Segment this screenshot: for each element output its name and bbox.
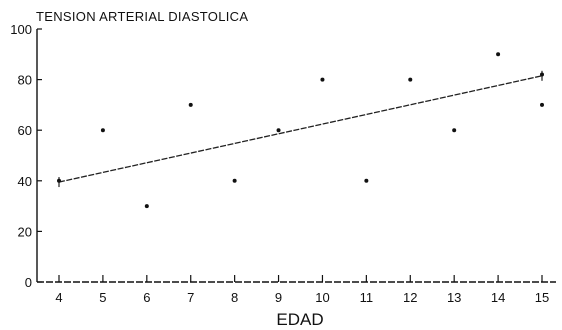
y-axis-title: TENSION ARTERIAL DIASTOLICA	[36, 9, 248, 24]
x-tick-label: 11	[360, 290, 374, 305]
data-point	[100, 128, 105, 133]
data-point	[57, 178, 61, 183]
data-point	[188, 102, 193, 107]
data-point	[364, 178, 369, 183]
x-tick-label: 5	[99, 290, 106, 305]
x-tick-label: 4	[55, 290, 62, 305]
x-tick-label: 15	[535, 290, 549, 305]
data-point	[540, 102, 544, 107]
x-tick-label: 9	[275, 290, 282, 305]
data-point	[144, 204, 149, 209]
x-axis-title: EDAD	[276, 310, 323, 329]
x-tick-label: 10	[315, 290, 329, 305]
trend-line-group	[58, 70, 543, 188]
y-tick-label: 0	[25, 275, 32, 290]
x-tick-label: 12	[403, 290, 417, 305]
y-tick-label: 80	[18, 73, 32, 88]
y-tick-label: 60	[18, 123, 32, 138]
x-tick-label: 6	[143, 290, 150, 305]
x-tick-label: 8	[231, 290, 238, 305]
data-point	[408, 77, 413, 82]
data-point	[276, 128, 281, 133]
data-point	[452, 128, 457, 133]
trend-line	[58, 75, 543, 183]
x-tick-label: 13	[447, 290, 461, 305]
data-points	[57, 52, 544, 209]
y-tick-label: 100	[10, 22, 32, 37]
y-tick-label: 40	[18, 174, 32, 189]
axes: 0 20 40 60 80 100 4 5 6 7 8 9 10 11 12 13 14 15	[10, 22, 556, 305]
data-point	[320, 77, 325, 82]
data-point	[540, 72, 544, 77]
data-point	[496, 52, 501, 57]
data-point	[232, 178, 237, 183]
y-tick-label: 20	[18, 224, 32, 239]
x-tick-label: 7	[187, 290, 194, 305]
x-tick-label: 14	[491, 290, 505, 305]
